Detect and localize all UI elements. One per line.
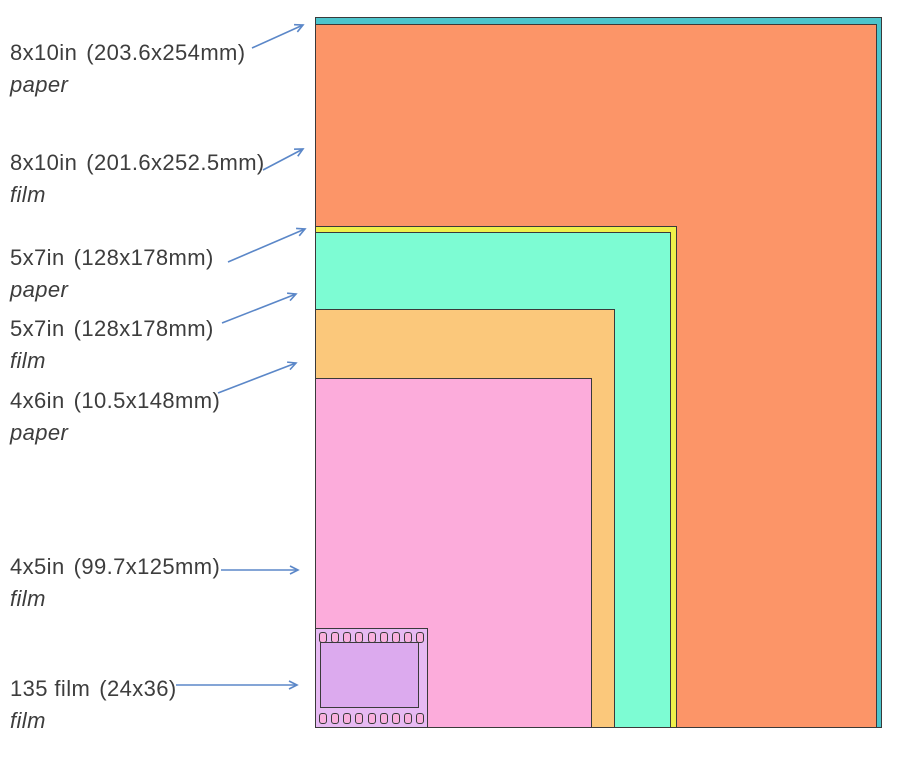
film-perforation-hole <box>416 631 424 643</box>
label-5x7-paper: 5x7in (128x178mm) paper <box>10 245 214 303</box>
film-perforation-hole <box>355 631 364 643</box>
film-perforation-hole <box>403 712 412 724</box>
label-type-text: film <box>10 348 46 373</box>
label-type-text: paper <box>10 420 69 445</box>
label-type-text: film <box>10 182 46 207</box>
arrow-5x7-film <box>221 292 298 324</box>
film-perforation-row-bottom <box>319 712 424 724</box>
label-5x7-film: 5x7in (128x178mm) film <box>10 316 214 374</box>
film-perforation-hole <box>331 712 340 724</box>
film-perforation-hole <box>403 631 412 643</box>
label-type-text: film <box>10 586 46 611</box>
label-type-text: paper <box>10 72 69 97</box>
label-4x5-film: 4x5in (99.7x125mm) film <box>10 554 220 612</box>
label-135-film: 135 film (24x36) film <box>10 676 177 734</box>
film-perforation-hole <box>367 631 376 643</box>
rect-135-film-strip <box>315 628 428 728</box>
film-perforation-hole <box>416 712 424 724</box>
film-perforation-hole <box>379 631 388 643</box>
label-type-text: film <box>10 708 46 733</box>
arrow-4x6-paper <box>217 361 298 394</box>
label-size-text: 4x6in (10.5x148mm) <box>10 388 221 413</box>
film-perforation-hole <box>319 631 327 643</box>
label-size-text: 135 film (24x36) <box>10 676 177 701</box>
film-perforation-hole <box>343 712 352 724</box>
arrow-8x10-film <box>262 148 305 171</box>
film-perforation-hole <box>391 631 400 643</box>
label-size-text: 4x5in (99.7x125mm) <box>10 554 221 579</box>
film-perforation-hole <box>379 712 388 724</box>
film-perforation-hole <box>343 631 352 643</box>
film-perforation-hole <box>391 712 400 724</box>
film-perforation-hole <box>331 631 340 643</box>
film-frame-24x36 <box>320 642 419 708</box>
film-perforation-hole <box>319 712 327 724</box>
label-8x10-paper: 8x10in (203.6x254mm) paper <box>10 40 246 98</box>
label-type-text: paper <box>10 277 69 302</box>
film-perforation-hole <box>367 712 376 724</box>
label-size-text: 5x7in (128x178mm) <box>10 316 214 341</box>
arrow-5x7-paper <box>227 227 307 263</box>
label-size-text: 8x10in (203.6x254mm) <box>10 40 246 65</box>
label-8x10-film: 8x10in (201.6x252.5mm) film <box>10 150 265 208</box>
label-size-text: 5x7in (128x178mm) <box>10 245 214 270</box>
arrow-8x10-paper <box>251 23 305 49</box>
label-4x6-paper: 4x6in (10.5x148mm) paper <box>10 388 220 446</box>
film-perforation-hole <box>355 712 364 724</box>
label-size-text: 8x10in (201.6x252.5mm) <box>10 150 265 175</box>
